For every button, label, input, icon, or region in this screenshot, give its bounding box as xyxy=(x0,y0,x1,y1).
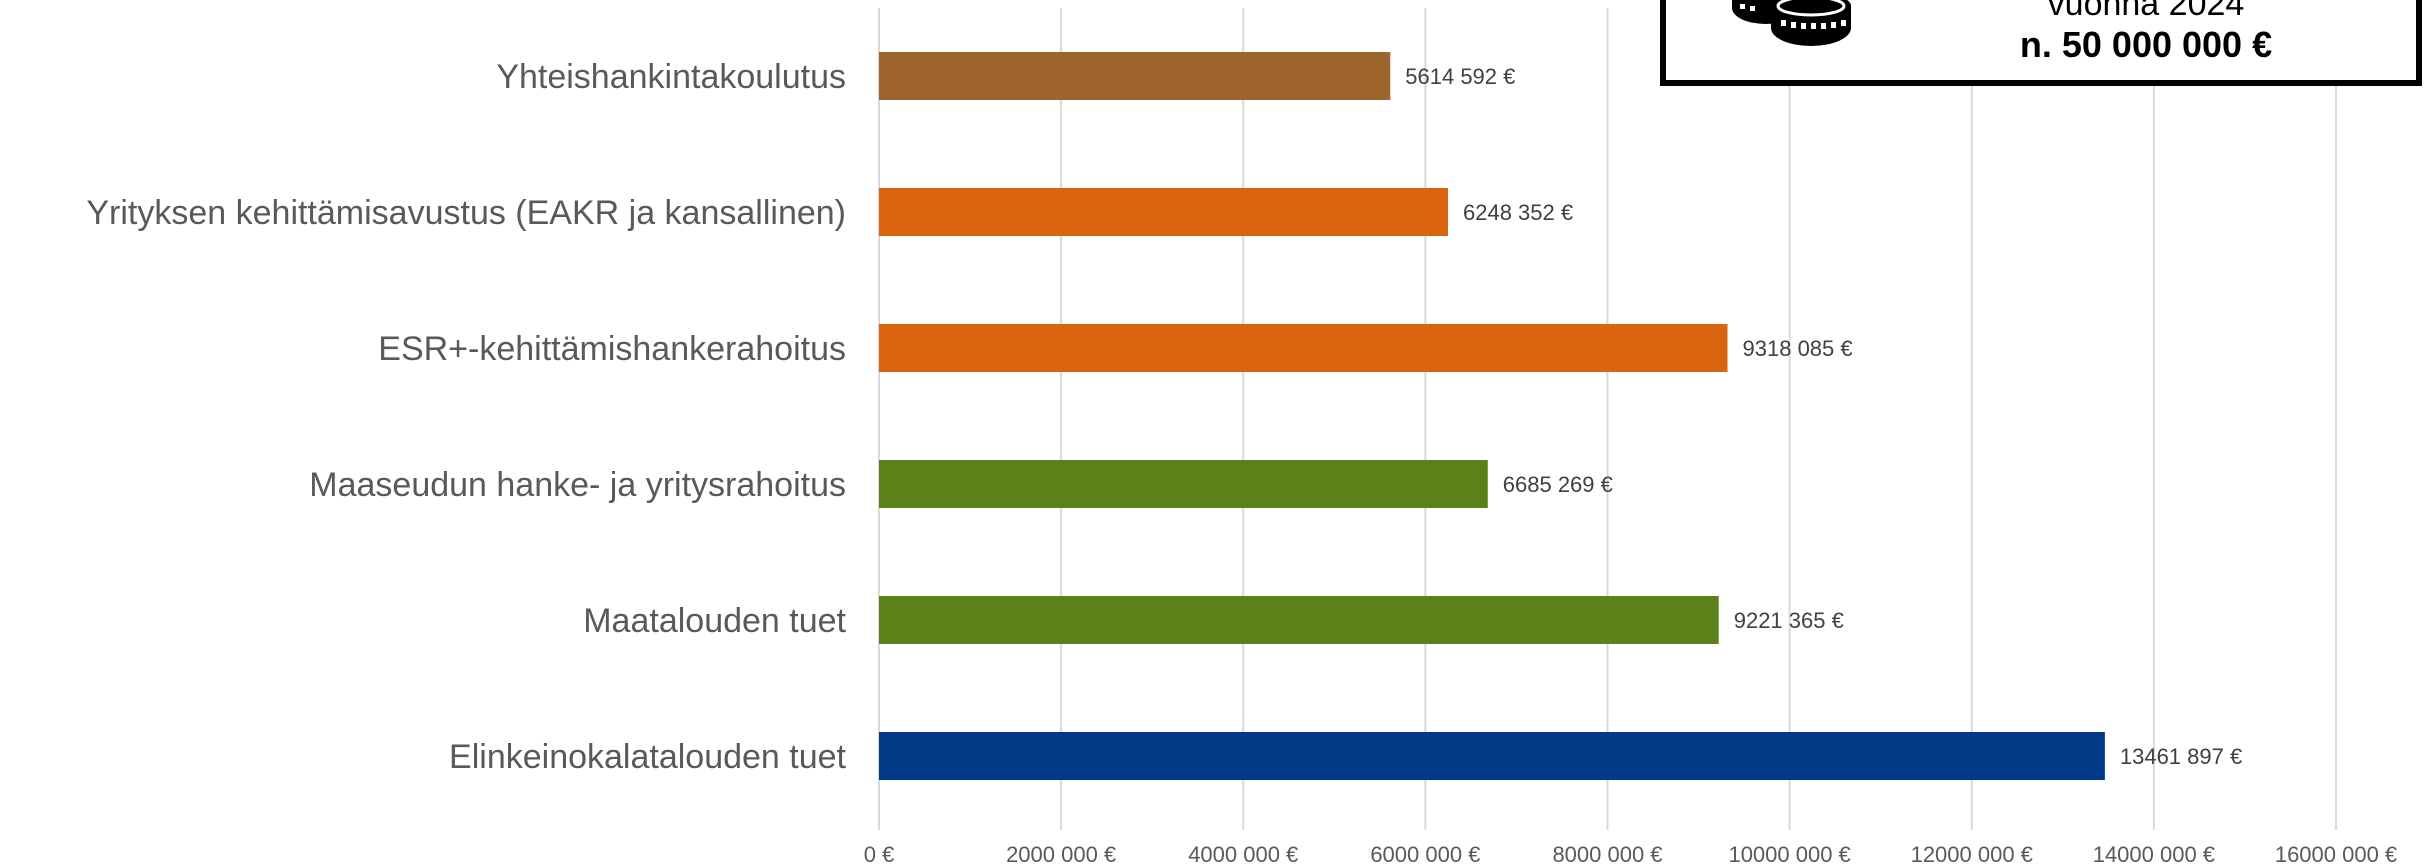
data-label: 6248 352 € xyxy=(1463,200,1573,225)
category-label: Maaseudun hanke- ja yritysrahoitus xyxy=(309,466,846,504)
x-tick-label: 6000 000 € xyxy=(1370,842,1480,865)
x-tick-label: 4000 000 € xyxy=(1188,842,1298,865)
coins-icon xyxy=(1732,0,1851,46)
x-tick-label: 0 € xyxy=(864,842,895,865)
total-callout-box: vuonna 2024 n. 50 000 000 € xyxy=(1660,0,2422,86)
bar xyxy=(879,324,1728,372)
x-tick-label: 16000 000 € xyxy=(2275,842,2397,865)
x-tick-label: 14000 000 € xyxy=(2093,842,2215,865)
x-axis-tick-labels: 0 € 2000 000 € 4000 000 € 6000 000 € 8000 00… xyxy=(864,842,2397,865)
callout-text: vuonna 2024 n. 50 000 000 € xyxy=(1896,0,2396,66)
data-label: 9221 365 € xyxy=(1734,608,1844,633)
category-label: Yhteishankintakoulutus xyxy=(496,58,846,96)
data-label: 13461 897 € xyxy=(2120,744,2242,769)
x-tick-label: 8000 000 € xyxy=(1552,842,1662,865)
x-tick-label: 12000 000 € xyxy=(1911,842,2033,865)
category-label: Yrityksen kehittämisavustus (EAKR ja kan… xyxy=(86,194,846,232)
callout-total: n. 50 000 000 € xyxy=(2019,24,2273,65)
bar xyxy=(879,52,1391,100)
category-labels: Yhteishankintakoulutus Yrityksen kehittäm… xyxy=(86,58,846,776)
bar xyxy=(879,460,1488,508)
x-tick-label: 10000 000 € xyxy=(1728,842,1850,865)
x-tick-label: 2000 000 € xyxy=(1006,842,1116,865)
data-label: 9318 085 € xyxy=(1743,336,1853,361)
bars xyxy=(879,52,2105,780)
callout-year: vuonna 2024 xyxy=(2047,0,2245,23)
value-labels: 5614 592 € 6248 352 € 9318 085 € 6685 269 €… xyxy=(1405,64,2242,769)
bar xyxy=(879,188,1448,236)
category-label: Elinkeinokalatalouden tuet xyxy=(449,738,847,776)
category-label: ESR+-kehittämishankerahoitus xyxy=(378,330,846,368)
bar xyxy=(879,596,1719,644)
category-label: Maatalouden tuet xyxy=(583,602,846,640)
bar xyxy=(879,732,2105,780)
gridlines xyxy=(878,8,2337,830)
data-label: 5614 592 € xyxy=(1405,64,1515,89)
data-label: 6685 269 € xyxy=(1503,472,1613,497)
